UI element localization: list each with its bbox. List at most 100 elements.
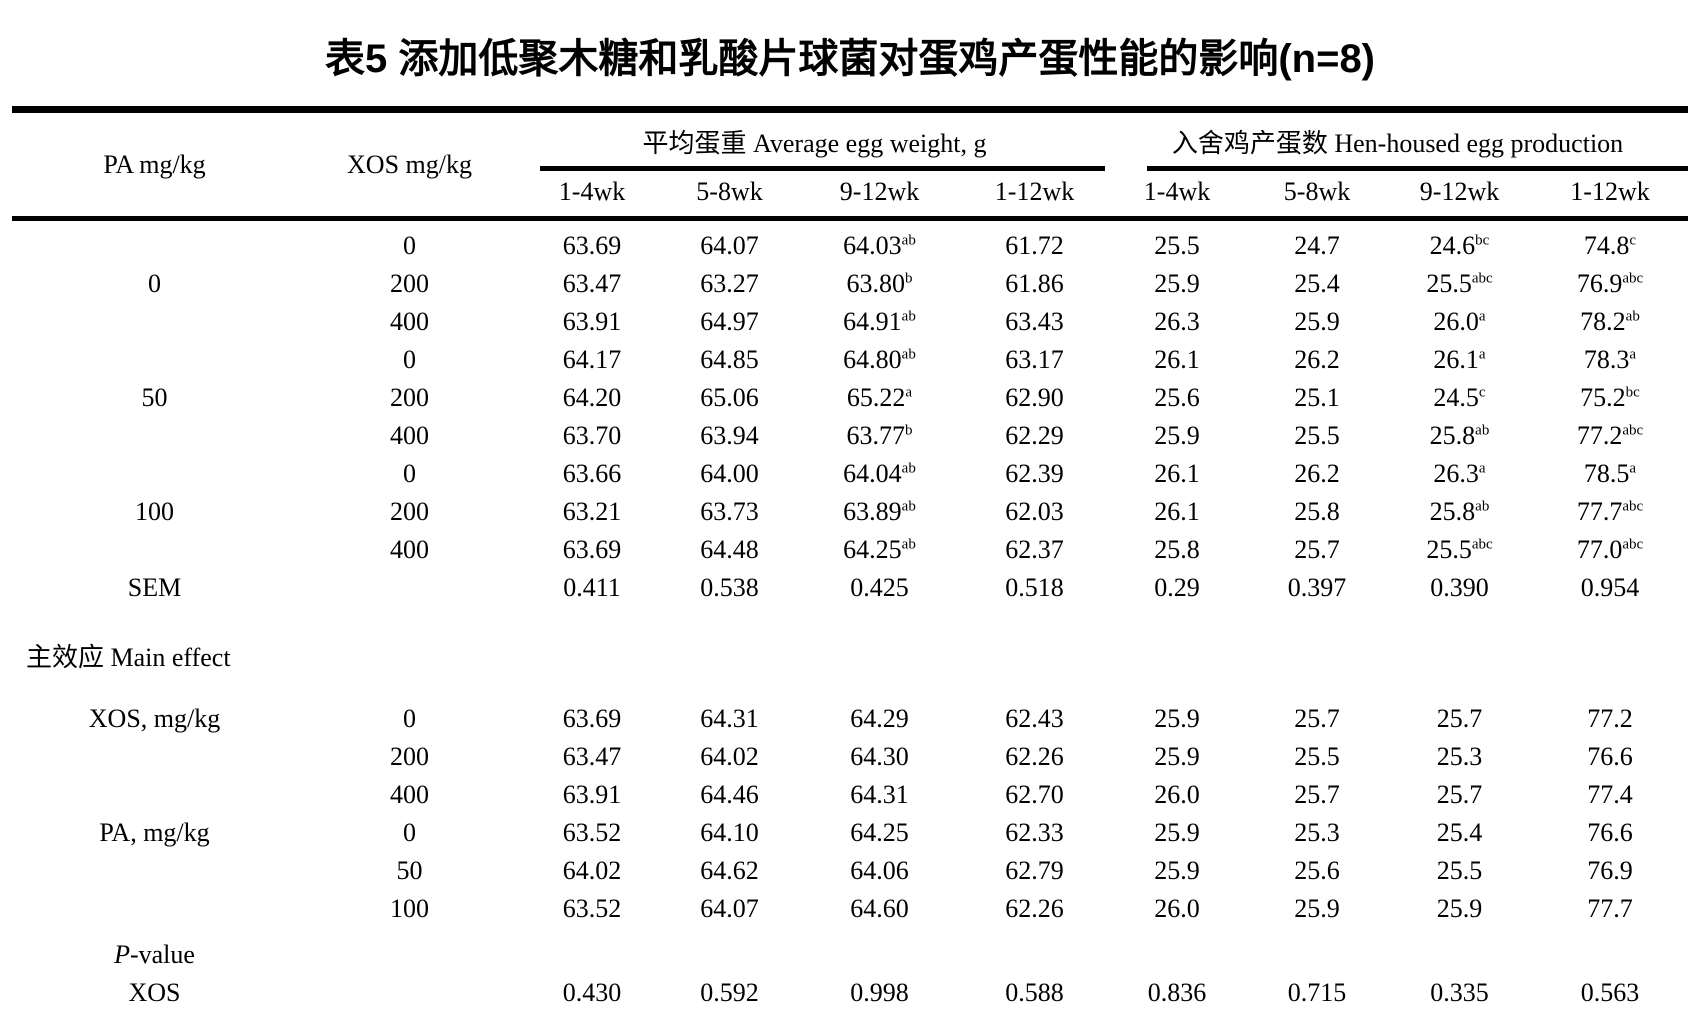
data-cell: 26.1a <box>1433 345 1486 374</box>
data-cell: 64.06 <box>850 856 909 885</box>
significance-superscript: ab <box>901 460 916 477</box>
data-cell: 25.8 <box>1294 497 1340 526</box>
significance-superscript: abc <box>1622 270 1644 287</box>
data-cell: 64.25ab <box>843 535 916 564</box>
table-row: 主效应 Main effect <box>12 607 1688 700</box>
data-cell: 25.6 <box>1154 383 1200 412</box>
data-cell: 0.430 <box>562 978 622 1007</box>
col-header-pa: PA mg/kg <box>12 109 297 221</box>
row-label-pa <box>12 341 297 379</box>
significance-superscript: a <box>1629 346 1637 363</box>
significance-superscript: c <box>1629 232 1637 249</box>
subcol-header: 5-8wk <box>1247 171 1387 221</box>
significance-superscript: ab <box>901 346 916 363</box>
table-row: PA, mg/kg 0 63.52 64.10 64.25 62.33 25.9 25.3 25… <box>12 814 1688 852</box>
significance-superscript: ab <box>901 536 916 553</box>
data-cell: 25.3 <box>1294 818 1340 847</box>
table-title: 表5 添加低聚木糖和乳酸片球菌对蛋鸡产蛋性能的影响(n=8) <box>324 37 1376 81</box>
data-cell: 25.8 <box>1154 535 1200 564</box>
data-cell: 78.5a <box>1583 459 1637 488</box>
data-cell: 64.30 <box>850 742 909 771</box>
data-cell: 25.5abc <box>1426 269 1493 298</box>
data-cell: 62.26 <box>1005 894 1064 923</box>
data-cell: 25.5 <box>1294 421 1340 450</box>
group-header-egg-weight-label: 平均蛋重 Average egg weight, g <box>642 129 987 158</box>
row-label-pa <box>12 890 297 928</box>
data-cell: 0.954 <box>1580 573 1640 602</box>
data-cell: 26.0 <box>1154 780 1200 809</box>
table-row: 400 63.91 64.46 64.31 62.70 26.0 25.7 25.7 77.4 <box>12 776 1688 814</box>
subcol-header: 9-12wk <box>1387 171 1532 221</box>
row-label-xos: 200 <box>390 383 429 412</box>
data-cell: 25.7 <box>1294 704 1340 733</box>
table-row: 0 63.69 64.07 64.03ab 61.72 25.5 24.7 24.6bc 74.… <box>12 219 1688 266</box>
data-cell: 62.79 <box>1005 856 1064 885</box>
data-cell: 64.85 <box>700 345 759 374</box>
data-cell: 25.4 <box>1294 269 1340 298</box>
data-cell: 63.47 <box>562 269 622 298</box>
row-label-pa <box>12 303 297 341</box>
data-cell: 63.69 <box>562 704 622 733</box>
data-cell: 64.02 <box>562 856 622 885</box>
data-cell: 64.10 <box>700 818 759 847</box>
data-cell: 25.6 <box>1294 856 1340 885</box>
table-row: 100 200 63.21 63.73 63.89ab 62.03 26.1 25.8 25.8… <box>12 493 1688 531</box>
data-cell: 63.94 <box>700 421 759 450</box>
data-cell: 76.6 <box>1587 818 1633 847</box>
data-cell: 64.48 <box>700 535 759 564</box>
data-cell: 78.2ab <box>1580 307 1640 336</box>
data-cell: 63.27 <box>700 269 759 298</box>
group-underline <box>540 166 1105 171</box>
data-cell: 63.91 <box>562 307 622 336</box>
pvalue-italic-p: P <box>114 940 130 969</box>
table-row: 0 200 63.47 63.27 63.80b 61.86 25.9 25.4 25.5abc… <box>12 265 1688 303</box>
significance-superscript: a <box>1478 460 1486 477</box>
data-cell: 0.224 <box>1247 1012 1387 1020</box>
data-cell: 26.3 <box>1154 307 1200 336</box>
data-cell: 0.411 <box>962 1012 1107 1020</box>
row-label-xos: 200 <box>390 497 429 526</box>
data-cell: 26.1 <box>1154 345 1200 374</box>
row-label-pa: SEM <box>127 573 182 602</box>
data-cell: 0.425 <box>850 573 909 602</box>
data-cell: 25.9 <box>1154 421 1200 450</box>
group-header-hen-housed: 入舍鸡产蛋数 Hen-housed egg production <box>1107 110 1689 171</box>
subcol-header: 1-12wk <box>1532 171 1689 221</box>
significance-superscript: a <box>905 384 913 401</box>
data-cell: 76.9abc <box>1576 269 1644 298</box>
table-row: XOS, mg/kg 0 63.69 64.31 64.29 62.43 25.9 25.7 2… <box>12 700 1688 738</box>
row-label-xos: 0 <box>403 345 416 374</box>
row-label-pa <box>12 738 297 776</box>
data-cell: 62.03 <box>1005 497 1064 526</box>
data-cell: 0.381 <box>662 1012 797 1020</box>
row-label-xos: 100 <box>390 894 429 923</box>
data-cell: 25.5abc <box>1426 535 1493 564</box>
data-cell: 64.97 <box>700 307 759 336</box>
data-cell: 78.3a <box>1583 345 1637 374</box>
data-cell: 62.90 <box>1005 383 1064 412</box>
subcol-header: 1-4wk <box>522 171 662 221</box>
table-row: PA 0.2330.3810.2970.4110.9190.2240.2300.3… <box>12 1012 1688 1020</box>
data-cell: 0.715 <box>1287 978 1347 1007</box>
data-cell: 62.33 <box>1005 818 1064 847</box>
row-label-xos: 0 <box>403 231 416 260</box>
significance-superscript: b <box>905 422 913 439</box>
data-cell: 63.69 <box>562 231 622 260</box>
table-row: 400 63.70 63.94 63.77b 62.29 25.9 25.5 25.8ab 77… <box>12 417 1688 455</box>
data-cell: 25.9 <box>1436 894 1483 923</box>
group-header-hen-housed-label: 入舍鸡产蛋数 Hen-housed egg production <box>1171 129 1624 158</box>
row-label-pa: XOS <box>128 978 181 1007</box>
data-cell: 26.2 <box>1294 345 1340 374</box>
group-underline <box>1147 166 1689 171</box>
data-cell: 24.5c <box>1433 383 1486 412</box>
row-label-pa <box>12 852 297 890</box>
significance-superscript: abc <box>1471 270 1493 287</box>
table-row: 0 63.66 64.00 64.04ab 62.39 26.1 26.2 26.3a 78.5… <box>12 455 1688 493</box>
data-cell: 25.9 <box>1154 269 1200 298</box>
data-cell: 64.04ab <box>843 459 916 488</box>
row-label-xos: 0 <box>403 704 416 733</box>
significance-superscript: abc <box>1622 498 1644 515</box>
significance-superscript: ab <box>1625 308 1640 325</box>
data-cell: 25.5 <box>1436 856 1483 885</box>
